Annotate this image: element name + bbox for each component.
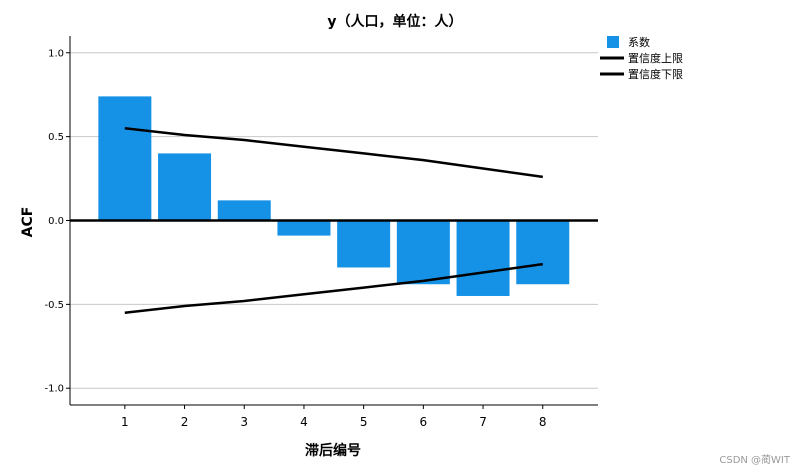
bar: [277, 220, 331, 236]
y-tick-label: -0.5: [44, 300, 64, 311]
x-tick-label: 5: [360, 415, 368, 429]
legend-label-coefficient: 系数: [628, 36, 650, 49]
bar: [337, 220, 391, 268]
legend-label-upper-limit: 置信度上限: [628, 51, 683, 65]
x-tick-label: 6: [420, 415, 428, 429]
grid-layer: [70, 52, 598, 389]
axis-layer: 1.0 0.5 0.0 -0.5 -1.0 1 2 3 4 5 6 7 8: [44, 36, 598, 429]
limit-lines-layer: [70, 127, 598, 315]
bar: [516, 220, 570, 285]
bar: [396, 220, 450, 285]
legend-swatch-coefficient: [607, 36, 619, 48]
x-axis-label: 滞后编号: [305, 442, 361, 459]
bar: [217, 200, 271, 221]
legend-label-lower-limit: 置信度下限: [628, 67, 683, 81]
chart-title: y（人口，单位：人）: [327, 13, 462, 30]
bar: [456, 220, 510, 296]
x-tick-label: 2: [181, 415, 189, 429]
y-tick-label: 1.0: [48, 48, 64, 59]
bar: [158, 153, 212, 221]
watermark: CSDN @蔺WIT: [719, 455, 790, 466]
x-tick-label: 3: [240, 415, 248, 429]
lower-limit-line: [124, 262, 543, 315]
y-tick-label: 0.0: [48, 216, 64, 227]
bar: [98, 96, 152, 221]
x-tick-label: 8: [539, 415, 547, 429]
legend: 系数 置信度上限 置信度下限: [600, 36, 683, 81]
y-tick-label: 0.5: [48, 132, 64, 143]
x-tick-label: 7: [479, 415, 487, 429]
y-tick-label: -1.0: [44, 384, 64, 395]
x-tick-label: 1: [121, 415, 129, 429]
x-tick-label: 4: [300, 415, 308, 429]
y-axis-label: ACF: [20, 207, 36, 238]
bars-layer: [98, 96, 570, 296]
upper-limit-line: [124, 127, 543, 179]
